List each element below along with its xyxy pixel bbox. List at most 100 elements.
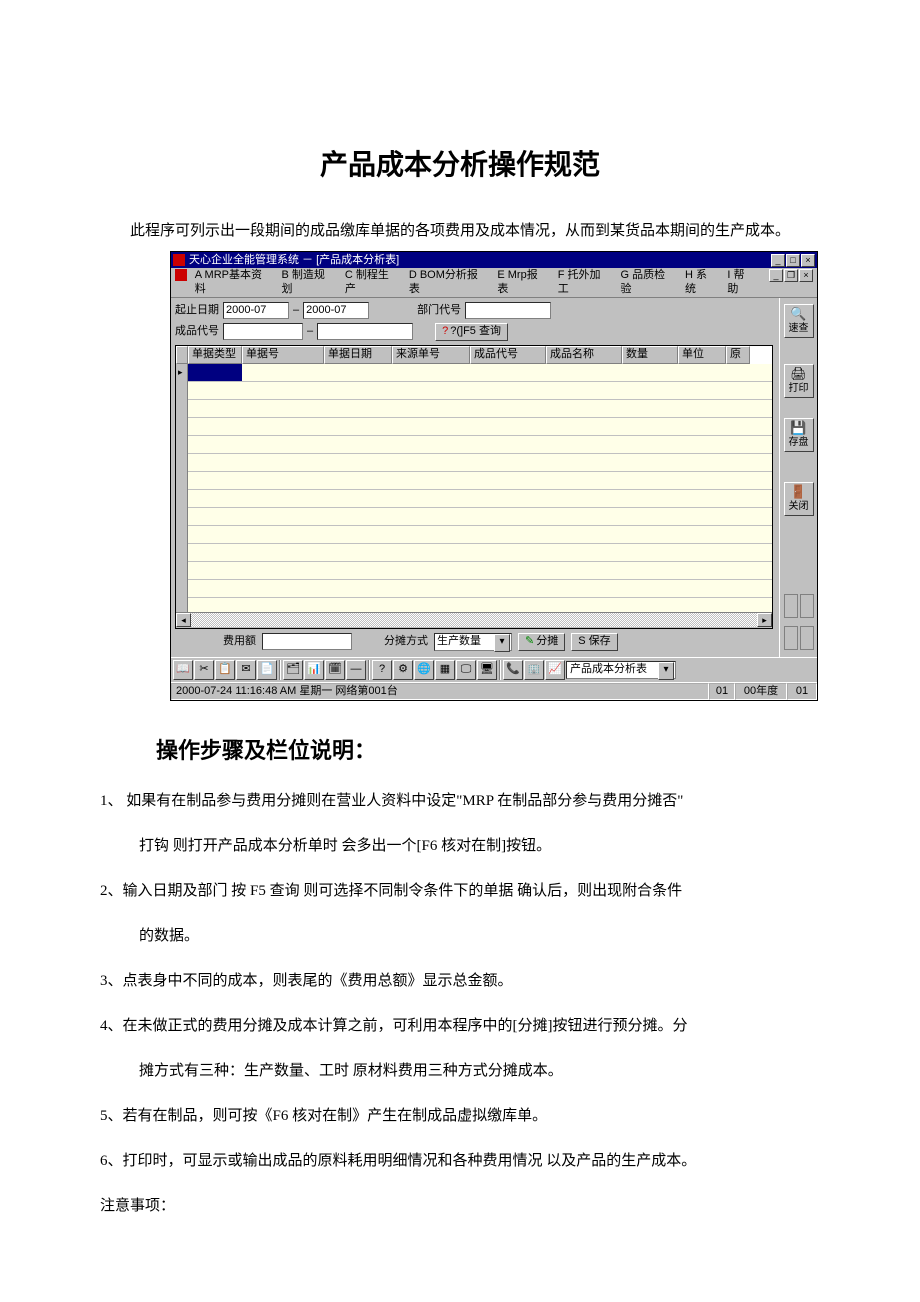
menu-system[interactable]: H 系统 <box>683 269 719 295</box>
tb-grid-icon[interactable]: ▦ <box>435 660 455 680</box>
date-to-input[interactable]: 2000-07 <box>303 302 369 319</box>
main-pane: 起止日期 2000-07 – 2000-07 部门代号 成品代号 – ? ?(]… <box>171 298 779 657</box>
tb-help-icon[interactable]: ? <box>372 660 392 680</box>
grid-body[interactable]: ▸ <box>176 364 772 612</box>
tb-doc-icon[interactable]: 📄 <box>257 660 277 680</box>
side-close-button[interactable]: 🚪 关闭 <box>784 482 814 516</box>
disk-icon: 💾 <box>790 420 806 436</box>
tb-sep-3 <box>499 660 501 680</box>
tb-calendar-icon[interactable]: 🗓 <box>325 660 345 680</box>
fee-label: 费用额 <box>223 635 256 648</box>
scroll-left-button[interactable]: ◂ <box>176 613 191 627</box>
menu-plan[interactable]: B 制造规划 <box>280 269 337 295</box>
report-combo[interactable]: 产品成本分析表 <box>566 661 676 679</box>
side-misc-3[interactable] <box>784 626 798 650</box>
allocate-button-label: 分摊 <box>536 635 558 648</box>
row-marker-column: ▸ <box>176 364 188 612</box>
tb-report-icon[interactable]: 📈 <box>545 660 565 680</box>
selected-cell[interactable] <box>188 364 242 381</box>
current-row-icon: ▸ <box>178 367 183 378</box>
help-icon: ? <box>442 325 448 338</box>
section-title: 操作步骤及栏位说明： <box>156 731 820 771</box>
mdi-close-button[interactable]: × <box>799 269 813 282</box>
app-window: 天心企业全能管理系统 － [产品成本分析表] _ □ × A MRP基本资料 B… <box>170 251 818 700</box>
data-grid[interactable]: 单据类型 单据号 单据日期 来源单号 成品代号 成品名称 数量 单位 原 ▸ ◂ <box>175 345 773 629</box>
mdi-restore-button[interactable]: ❐ <box>784 269 798 282</box>
mdi-minimize-button[interactable]: _ <box>769 269 783 282</box>
side-print-button[interactable]: 🖨 打印 <box>784 364 814 398</box>
side-misc-2[interactable] <box>800 594 814 618</box>
tb-sep-2 <box>368 660 370 680</box>
scroll-track[interactable] <box>191 613 757 627</box>
menubar: A MRP基本资料 B 制造规划 C 制程生产 D BOM分析报表 E Mrp报… <box>171 268 817 297</box>
col-source-no[interactable]: 来源单号 <box>392 346 470 364</box>
prod-sep: – <box>307 325 313 338</box>
side-misc-1[interactable] <box>784 594 798 618</box>
report-combo-value: 产品成本分析表 <box>570 663 647 676</box>
menu-mrp-report[interactable]: E Mrp报表 <box>495 269 549 295</box>
allocate-button[interactable]: ✎ 分摊 <box>518 633 565 651</box>
tb-mail-icon[interactable]: ✉ <box>236 660 256 680</box>
status-cell-1: 01 <box>709 683 735 700</box>
col-prod-code[interactable]: 成品代号 <box>470 346 546 364</box>
tb-book-icon[interactable]: 📖 <box>173 660 193 680</box>
tb-dash-icon[interactable]: — <box>346 660 366 680</box>
col-doc-date[interactable]: 单据日期 <box>324 346 392 364</box>
col-prod-name[interactable]: 成品名称 <box>546 346 622 364</box>
product-code-input[interactable] <box>223 323 303 340</box>
scroll-right-button[interactable]: ▸ <box>757 613 772 627</box>
date-from-input[interactable]: 2000-07 <box>223 302 289 319</box>
col-doc-type[interactable]: 单据类型 <box>188 346 242 364</box>
footer-form: 费用额 分摊方式 生产数量 ✎ 分摊 S 保存 <box>175 629 773 653</box>
tb-building-icon[interactable]: 🏢 <box>524 660 544 680</box>
product-name-input[interactable] <box>317 323 413 340</box>
date-sep: – <box>293 304 299 317</box>
status-cell-3: 01 <box>787 683 817 700</box>
side-save-button[interactable]: 💾 存盘 <box>784 418 814 452</box>
tb-folder-icon[interactable]: 🗂 <box>283 660 303 680</box>
exit-icon: 🚪 <box>790 484 806 500</box>
menu-production[interactable]: C 制程生产 <box>343 269 401 295</box>
col-qty[interactable]: 数量 <box>622 346 678 364</box>
menu-help[interactable]: I 帮助 <box>725 269 757 295</box>
col-raw[interactable]: 原 <box>726 346 750 364</box>
method-value: 生产数量 <box>437 635 481 648</box>
menu-mrp-data[interactable]: A MRP基本资料 <box>193 269 274 295</box>
tb-cut-icon[interactable]: ✂ <box>194 660 214 680</box>
method-select[interactable]: 生产数量 <box>434 633 512 651</box>
grid-header: 单据类型 单据号 单据日期 来源单号 成品代号 成品名称 数量 单位 原 <box>176 346 772 364</box>
side-query-button[interactable]: 🔍 速查 <box>784 304 814 338</box>
col-unit[interactable]: 单位 <box>678 346 726 364</box>
maximize-button[interactable]: □ <box>786 254 800 267</box>
save-button[interactable]: S 保存 <box>571 633 617 651</box>
query-button[interactable]: ? ?(]F5 查询 <box>435 323 508 341</box>
side-close-label: 关闭 <box>789 501 809 513</box>
minimize-button[interactable]: _ <box>771 254 785 267</box>
side-misc-4[interactable] <box>800 626 814 650</box>
dept-input[interactable] <box>465 302 551 319</box>
close-button[interactable]: × <box>801 254 815 267</box>
tb-gear-icon[interactable]: ⚙ <box>393 660 413 680</box>
printer-icon: 🖨 <box>790 366 807 382</box>
tb-phone-icon[interactable]: 📞 <box>503 660 523 680</box>
menu-outsource[interactable]: F 托外加工 <box>556 269 613 295</box>
step-1-cont: 打钩 则打开产品成本分析单时 会多出一个[F6 核对在制]按钮。 <box>100 833 820 860</box>
fee-input[interactable] <box>262 633 352 650</box>
tb-paste-icon[interactable]: 📋 <box>215 660 235 680</box>
step-5: 5、若有在制品，则可按《F6 核对在制》产生在制成品虚拟缴库单。 <box>100 1103 820 1130</box>
step-2: 2、输入日期及部门 按 F5 查询 则可选择不同制令条件下的单据 确认后，则出现… <box>100 878 820 905</box>
tb-chart-icon[interactable]: 📊 <box>304 660 324 680</box>
step-1: 1、 如果有在制品参与费用分摊则在营业人资料中设定"MRP 在制品部分参与费用分… <box>100 788 820 815</box>
tb-screen-icon[interactable]: 🖵 <box>456 660 476 680</box>
menu-bom-report[interactable]: D BOM分析报表 <box>407 269 490 295</box>
col-doc-no[interactable]: 单据号 <box>242 346 324 364</box>
titlebar: 天心企业全能管理系统 － [产品成本分析表] _ □ × <box>171 252 817 268</box>
app-icon <box>173 254 185 266</box>
statusbar: 2000-07-24 11:16:48 AM 星期一 网络第001台 01 00… <box>171 682 817 700</box>
menu-qc[interactable]: G 品质检验 <box>618 269 677 295</box>
allocate-icon: ✎ <box>525 635 534 648</box>
side-toolbar: 🔍 速查 🖨 打印 💾 存盘 🚪 关闭 <box>779 298 817 657</box>
tb-monitor-icon[interactable]: 🖥 <box>477 660 497 680</box>
horizontal-scrollbar[interactable]: ◂ ▸ <box>176 612 772 628</box>
tb-globe-icon[interactable]: 🌐 <box>414 660 434 680</box>
